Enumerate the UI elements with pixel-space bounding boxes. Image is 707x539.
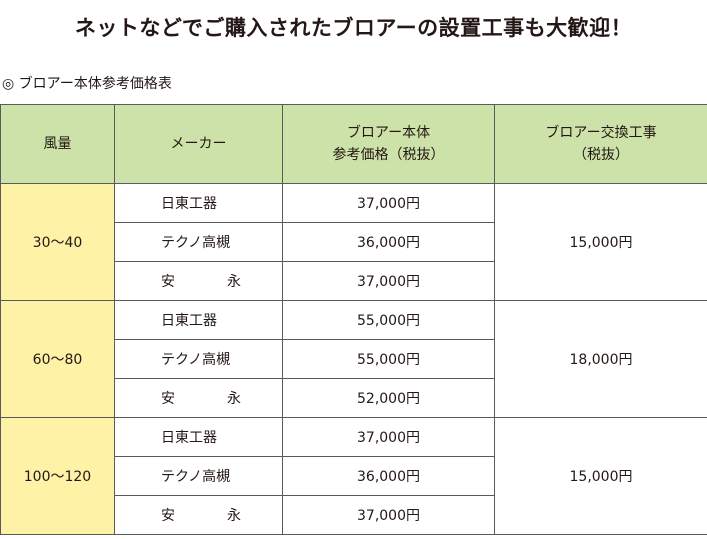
exchange-cell: 15,000円	[494, 183, 707, 301]
exchange-cell: 18,000円	[494, 300, 707, 418]
flow-cell: 60〜80	[0, 300, 115, 418]
maker-cell: 日東工器	[114, 183, 283, 223]
exchange-cell: 15,000円	[494, 417, 707, 535]
table-row: テクノ高槻 36,000円	[1, 456, 707, 496]
blower-price-table: 風量 メーカー ブロアー本体 参考価格（税抜） ブロアー交換工事 （税抜） 30…	[0, 104, 707, 535]
table-row: 30〜40 日東工器 37,000円 15,000円	[0, 183, 707, 301]
maker-char: 安	[161, 391, 175, 407]
price-cell: 37,000円	[282, 183, 495, 223]
maker-char: 安	[161, 508, 175, 524]
maker-cell: 日東工器	[114, 300, 283, 340]
maker-cell: テクノ高槻	[114, 222, 283, 262]
table-row: 安永 37,000円	[1, 495, 707, 535]
maker-cell: 日東工器	[114, 417, 283, 457]
maker-cell: テクノ高槻	[114, 339, 283, 379]
table-row: 安永 37,000円	[1, 261, 707, 301]
maker-char: 永	[227, 508, 241, 524]
price-cell: 37,000円	[282, 261, 495, 301]
price-cell: 37,000円	[282, 417, 495, 457]
header-flow: 風量	[0, 104, 115, 184]
maker-cell: テクノ高槻	[114, 456, 283, 496]
price-cell: 52,000円	[282, 378, 495, 418]
maker-char: 永	[227, 391, 241, 407]
header-price: ブロアー本体 参考価格（税抜）	[282, 104, 495, 184]
price-cell: 55,000円	[282, 339, 495, 379]
maker-char: 安	[161, 274, 175, 290]
headline: ネットなどでご購入されたブロアーの設置工事も大歓迎！	[74, 16, 633, 40]
flow-cell: 100〜120	[0, 417, 115, 535]
price-cell: 55,000円	[282, 300, 495, 340]
maker-char: 永	[227, 274, 241, 290]
maker-cell: 安永	[114, 378, 283, 418]
table-row: テクノ高槻 36,000円	[1, 222, 707, 262]
header-exchange: ブロアー交換工事 （税抜）	[494, 104, 707, 184]
table-row: 100〜120 日東工器 37,000円 15,000円	[0, 417, 707, 535]
maker-cell: 安永	[114, 261, 283, 301]
price-cell: 36,000円	[282, 222, 495, 262]
header-row: 風量 メーカー ブロアー本体 参考価格（税抜） ブロアー交換工事 （税抜）	[0, 104, 707, 184]
header-maker: メーカー	[114, 104, 283, 184]
maker-cell: 安永	[114, 495, 283, 535]
flow-cell: 30〜40	[0, 183, 115, 301]
table-caption: ◎ ブロアー本体参考価格表	[2, 76, 172, 92]
price-cell: 37,000円	[282, 495, 495, 535]
price-cell: 36,000円	[282, 456, 495, 496]
table-row: 60〜80 日東工器 55,000円 18,000円	[0, 300, 707, 418]
